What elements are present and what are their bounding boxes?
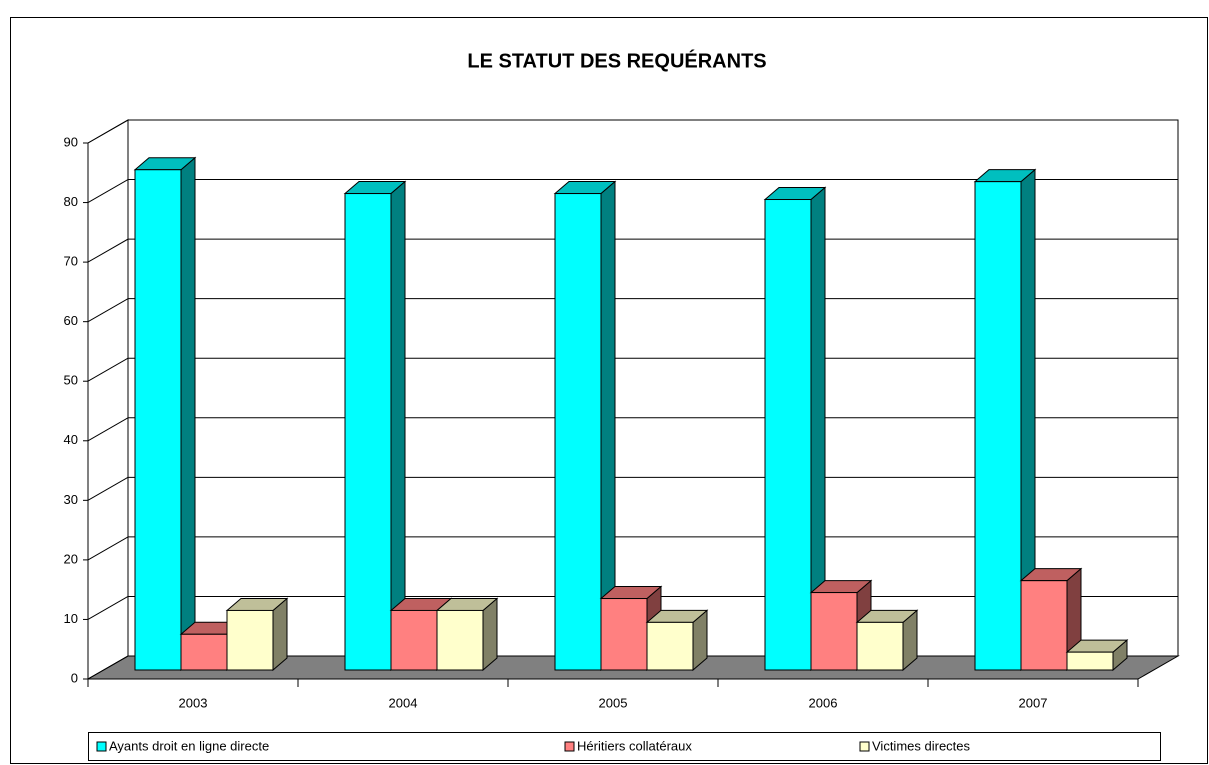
bar-side [180,156,196,672]
x-tick-label: 2006 [809,695,838,710]
bar [554,193,602,671]
grid-line-side [87,238,129,263]
y-tick-label: 0 [71,670,78,685]
legend-label: Ayants droit en ligne directe [109,738,269,753]
bar [856,621,904,671]
bar [1066,651,1114,671]
grid-line-side [87,179,129,203]
x-tick-label: 2007 [1019,695,1048,710]
grid-line-side [87,417,129,442]
legend-label: Héritiers collatéraux [577,738,692,753]
bar [226,609,274,671]
legend-swatch [859,741,870,752]
x-tick-label: 2004 [389,695,418,710]
bar [134,169,182,671]
bar [390,609,438,671]
bar [436,609,484,671]
y-tick-label: 80 [64,194,78,209]
y-tick-label: 70 [64,254,78,269]
chart-title: LE STATUT DES REQUÉRANTS [467,49,766,72]
bar [1020,580,1068,671]
grid-line-side [87,357,129,382]
bar [180,633,228,671]
y-tick-label: 10 [64,611,78,626]
bar [764,199,812,671]
bar [810,592,858,671]
bar [344,193,392,671]
grid-line-side [87,298,129,323]
bar [646,621,694,671]
side-wall [87,119,129,680]
legend-label: Victimes directes [872,738,971,753]
x-tick-label: 2005 [599,695,628,710]
y-tick-label: 50 [64,373,78,388]
bar-side [390,180,406,672]
x-tick-label: 2003 [179,695,208,710]
bar [974,181,1022,671]
legend-swatch [96,741,107,752]
grid-line-side [87,476,129,501]
grid-line-side [87,536,129,561]
y-tick-label: 20 [64,551,78,566]
y-tick-label: 60 [64,313,78,328]
grid-line-side [87,119,129,144]
grid-line-side [87,655,129,680]
grid-line-side [87,596,129,620]
bar [600,598,648,671]
y-tick-label: 90 [64,134,78,149]
legend-swatch [564,741,575,752]
y-tick-label: 40 [64,432,78,447]
legend [88,732,1161,761]
y-tick-label: 30 [64,492,78,507]
